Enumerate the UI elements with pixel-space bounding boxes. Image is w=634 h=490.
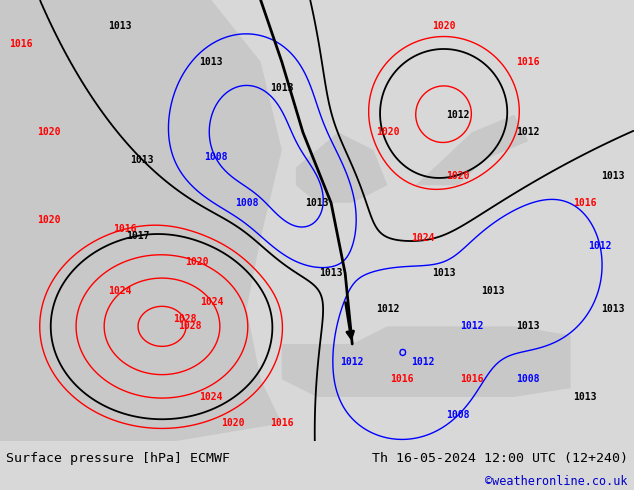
Text: 1012: 1012 [446, 110, 470, 120]
Text: 1016: 1016 [113, 224, 137, 234]
Text: 1008: 1008 [517, 374, 540, 384]
Polygon shape [281, 326, 571, 397]
Text: 1013: 1013 [305, 198, 329, 208]
Polygon shape [416, 115, 528, 185]
Text: 1020: 1020 [432, 22, 456, 31]
Text: 1016: 1016 [390, 374, 413, 384]
Text: 1013: 1013 [131, 154, 154, 165]
Text: 1013: 1013 [481, 286, 505, 296]
Text: 1016: 1016 [270, 418, 294, 428]
Text: 1020: 1020 [446, 172, 470, 181]
Text: 1012: 1012 [376, 304, 399, 314]
Text: Surface pressure [hPa] ECMWF: Surface pressure [hPa] ECMWF [6, 452, 230, 465]
Text: 1020: 1020 [221, 418, 244, 428]
Text: 1013: 1013 [601, 172, 624, 181]
Text: 1020: 1020 [186, 257, 209, 267]
Polygon shape [0, 0, 281, 441]
Text: 1024: 1024 [200, 392, 223, 402]
Text: 1024: 1024 [108, 286, 131, 296]
Text: 1016: 1016 [517, 57, 540, 67]
Text: 1012: 1012 [517, 127, 540, 137]
Text: 1020: 1020 [376, 127, 399, 137]
Text: 1013: 1013 [601, 304, 624, 314]
Text: 1013: 1013 [320, 269, 343, 278]
Text: 1012: 1012 [411, 357, 434, 367]
Text: 1012: 1012 [460, 321, 484, 331]
Text: 1016: 1016 [10, 39, 33, 49]
Text: 1012: 1012 [588, 241, 612, 251]
Text: 1024: 1024 [200, 297, 224, 307]
Text: 1013: 1013 [270, 83, 294, 93]
Text: 1013: 1013 [200, 57, 223, 67]
Text: 1020: 1020 [37, 127, 61, 137]
Text: 1013: 1013 [573, 392, 597, 402]
Text: 1024: 1024 [411, 233, 434, 243]
Text: 1020: 1020 [37, 216, 61, 225]
Text: 1008: 1008 [204, 152, 227, 162]
Text: 1016: 1016 [573, 198, 597, 208]
Text: Th 16-05-2024 12:00 UTC (12+240): Th 16-05-2024 12:00 UTC (12+240) [372, 452, 628, 465]
Text: 1013: 1013 [432, 269, 456, 278]
Text: 1013: 1013 [108, 22, 131, 31]
Text: 1008: 1008 [446, 410, 470, 419]
Text: 1008: 1008 [235, 198, 258, 208]
Text: 1013: 1013 [517, 321, 540, 331]
Text: ©weatheronline.co.uk: ©weatheronline.co.uk [485, 475, 628, 488]
Text: 1012: 1012 [340, 357, 364, 367]
Text: 1016: 1016 [460, 374, 484, 384]
Polygon shape [296, 132, 387, 203]
Text: 1028: 1028 [172, 314, 196, 324]
Text: 1028: 1028 [178, 321, 202, 331]
Text: 1017: 1017 [126, 231, 150, 241]
